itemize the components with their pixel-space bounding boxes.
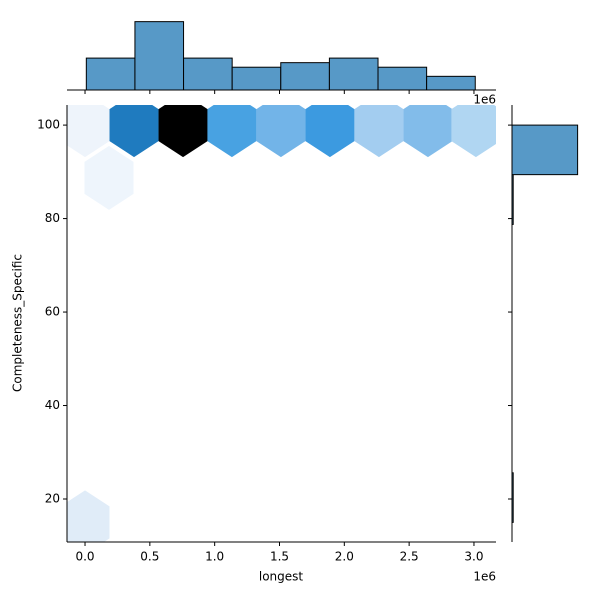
y-tick-label: 40 (45, 398, 60, 412)
histogram-bar (85, 57, 136, 91)
hex-cell (354, 105, 404, 158)
marginal-offset-label: 1e6 (473, 93, 496, 107)
x-axis-label: longest (259, 570, 304, 584)
hex-cell (67, 105, 110, 158)
x-tick-label: 3.0 (464, 550, 483, 564)
hex-cell (67, 490, 110, 542)
hex-cell (451, 105, 496, 158)
histogram-bar (280, 62, 330, 91)
x-offset-label: 1e6 (473, 570, 496, 584)
histogram-bar (328, 57, 379, 91)
histogram-bar (134, 21, 185, 91)
y-tick-label: 100 (37, 118, 60, 132)
histogram-bar (511, 124, 579, 176)
hex-cell (305, 105, 355, 158)
x-tick-label: 2.5 (400, 550, 419, 564)
hex-cell (256, 105, 306, 158)
hex-cell (158, 105, 208, 158)
hex-cell (403, 105, 453, 158)
x-tick-label: 1.0 (205, 550, 224, 564)
y-tick-label: 60 (45, 305, 60, 319)
y-tick-label: 20 (45, 492, 60, 506)
hex-layer (67, 105, 496, 542)
y-axis-label: Completeness_Specific (11, 254, 25, 392)
histogram-bar (231, 66, 282, 91)
histogram-bar (377, 66, 428, 91)
histogram-bar (183, 57, 233, 91)
histogram-bar (426, 75, 476, 91)
x-tick-label: 2.0 (335, 550, 354, 564)
hex-cell (109, 105, 159, 158)
hex-cell (84, 145, 134, 210)
hex-cell (207, 105, 257, 158)
x-tick-label: 0.0 (75, 550, 94, 564)
y-tick-label: 80 (45, 211, 60, 225)
x-tick-label: 0.5 (140, 550, 159, 564)
x-tick-label: 1.5 (270, 550, 289, 564)
